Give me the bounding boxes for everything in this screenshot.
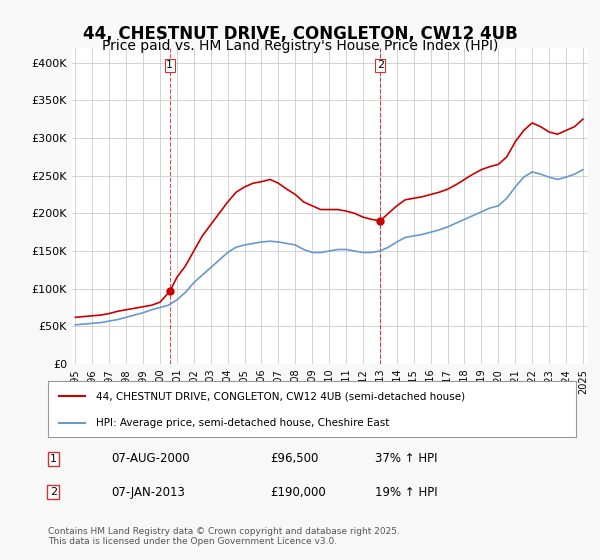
Text: 2: 2 xyxy=(377,60,384,70)
Text: £96,500: £96,500 xyxy=(270,452,318,465)
Text: £190,000: £190,000 xyxy=(270,486,326,498)
Text: 1: 1 xyxy=(166,60,173,70)
Text: Price paid vs. HM Land Registry's House Price Index (HPI): Price paid vs. HM Land Registry's House … xyxy=(102,39,498,53)
Text: 19% ↑ HPI: 19% ↑ HPI xyxy=(376,486,438,498)
Text: 1: 1 xyxy=(50,454,57,464)
Text: 44, CHESTNUT DRIVE, CONGLETON, CW12 4UB: 44, CHESTNUT DRIVE, CONGLETON, CW12 4UB xyxy=(83,25,517,43)
Text: 07-AUG-2000: 07-AUG-2000 xyxy=(112,452,190,465)
Text: 44, CHESTNUT DRIVE, CONGLETON, CW12 4UB (semi-detached house): 44, CHESTNUT DRIVE, CONGLETON, CW12 4UB … xyxy=(95,391,464,402)
Text: HPI: Average price, semi-detached house, Cheshire East: HPI: Average price, semi-detached house,… xyxy=(95,418,389,428)
Text: 2: 2 xyxy=(50,487,57,497)
Text: 07-JAN-2013: 07-JAN-2013 xyxy=(112,486,185,498)
Text: 37% ↑ HPI: 37% ↑ HPI xyxy=(376,452,438,465)
Text: Contains HM Land Registry data © Crown copyright and database right 2025.
This d: Contains HM Land Registry data © Crown c… xyxy=(48,526,400,546)
